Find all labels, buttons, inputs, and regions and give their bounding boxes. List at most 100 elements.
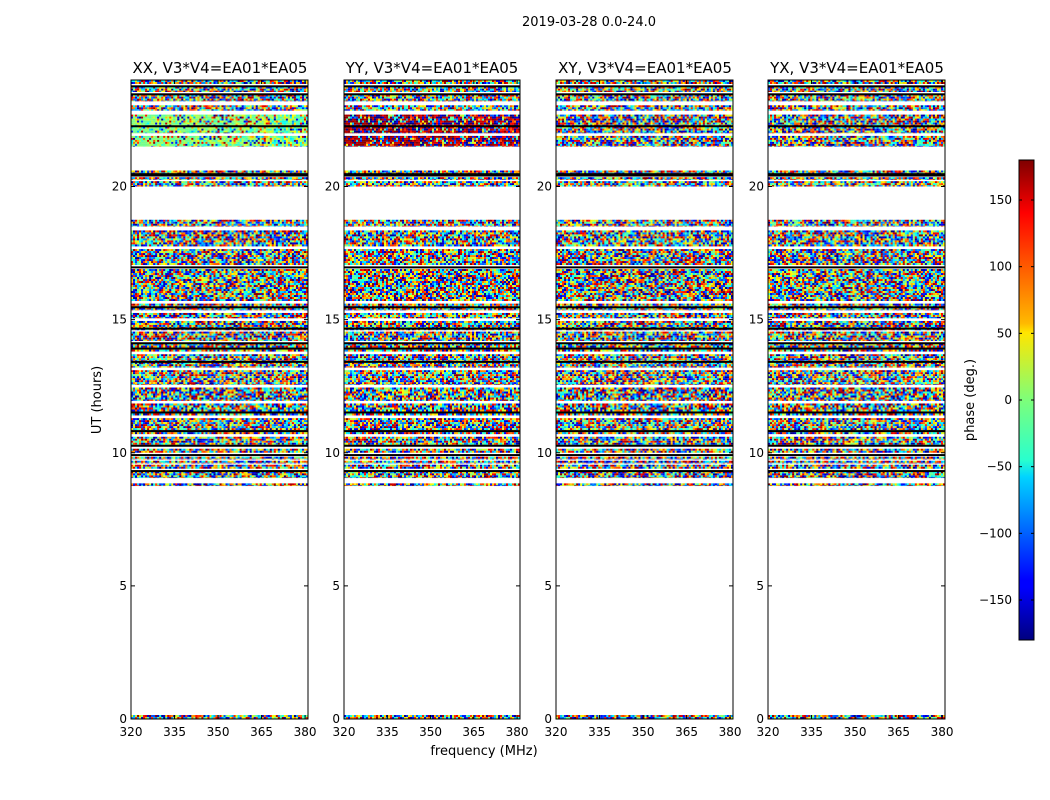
heatmap-cell — [232, 473, 234, 475]
heatmap-cell — [252, 473, 254, 475]
heatmap-cell — [175, 477, 177, 478]
heatmap-cell — [197, 467, 199, 469]
heatmap-cell — [173, 465, 175, 467]
heatmap-cell — [161, 715, 163, 717]
heatmap-cell — [304, 465, 306, 467]
heatmap-cell — [296, 473, 298, 475]
heatmap-cell — [209, 473, 211, 475]
heatmap-cell — [217, 483, 219, 485]
heatmap-cell — [296, 715, 298, 717]
heatmap-cell — [171, 477, 173, 478]
heatmap-cell — [244, 477, 246, 478]
heatmap-cell — [179, 473, 181, 475]
heatmap-cell — [183, 715, 185, 717]
heatmap-cell — [165, 485, 167, 486]
heatmap-cell — [135, 485, 137, 486]
heatmap-cell — [169, 465, 171, 467]
heatmap-cell — [272, 473, 274, 475]
heatmap-cell — [163, 465, 165, 467]
heatmap-cell — [292, 715, 294, 717]
heatmap-cell — [195, 477, 197, 478]
heatmap-cell — [213, 715, 215, 717]
heatmap-cell — [171, 485, 173, 486]
heatmap-cell — [181, 475, 183, 477]
heatmap-cell — [211, 715, 213, 717]
heatmap-cell — [266, 473, 268, 475]
heatmap-cell — [169, 485, 171, 486]
heatmap-cell — [143, 467, 145, 469]
heatmap-cell — [155, 485, 157, 486]
heatmap-cell — [260, 473, 262, 475]
heatmap-cell — [213, 473, 215, 475]
heatmap-cells — [131, 80, 308, 719]
heatmap-cell — [302, 485, 304, 486]
heatmap-cell — [296, 485, 298, 486]
heatmap-cell — [145, 475, 147, 477]
heatmap-cell — [165, 473, 167, 475]
heatmap-cell — [135, 477, 137, 478]
heatmap-cell — [268, 483, 270, 485]
heatmap-cell — [161, 473, 163, 475]
heatmap-cell — [135, 465, 137, 467]
heatmap-cell — [262, 485, 264, 486]
heatmap-cell — [238, 473, 240, 475]
heatmap-cell — [268, 473, 270, 475]
heatmap-cell — [137, 477, 139, 478]
heatmap-cell — [135, 483, 137, 485]
heatmap-cell — [250, 475, 252, 477]
heatmap-cell — [240, 465, 242, 467]
heatmap-cell — [195, 483, 197, 485]
heatmap-cell — [163, 477, 165, 478]
heatmap-cell — [211, 473, 213, 475]
heatmap-cell — [254, 477, 256, 478]
heatmap-cell — [183, 483, 185, 485]
heatmap-cell — [185, 473, 187, 475]
heatmap-cell — [236, 483, 238, 485]
heatmap-cell — [266, 465, 268, 467]
heatmap-cell — [242, 483, 244, 485]
heatmap-cell — [242, 467, 244, 469]
heatmap-cell — [266, 483, 268, 485]
heatmap-cell — [248, 483, 250, 485]
heatmap-cell — [183, 473, 185, 475]
heatmap-cell — [213, 477, 215, 478]
heatmap-cell — [278, 483, 280, 485]
heatmap-cell — [268, 475, 270, 477]
heatmap-cell — [234, 467, 236, 469]
heatmap-cell — [143, 483, 145, 485]
heatmap-cell — [242, 473, 244, 475]
heatmap-cell — [173, 475, 175, 477]
heatmap-cell — [280, 475, 282, 477]
heatmap-cell — [137, 465, 139, 467]
heatmap-cell — [224, 477, 226, 478]
heatmap-cell — [185, 467, 187, 469]
heatmap-cell — [296, 483, 298, 485]
heatmap-cell — [137, 715, 139, 717]
heatmap-cell — [256, 477, 258, 478]
heatmap-cell — [290, 477, 292, 478]
heatmap-cell — [280, 465, 282, 467]
heatmap-cell — [171, 467, 173, 469]
heatmap-cell — [224, 465, 226, 467]
heatmap-cell — [209, 465, 211, 467]
heatmap-cell — [228, 475, 230, 477]
heatmap-cell — [222, 477, 224, 478]
heatmap-cell — [145, 485, 147, 486]
heatmap-cell — [187, 473, 189, 475]
heatmap-cell — [135, 475, 137, 477]
heatmap-cell — [203, 485, 205, 486]
heatmap-cell — [137, 467, 139, 469]
heatmap-cell — [272, 715, 274, 717]
heatmap-cell — [274, 483, 276, 485]
heatmap-cell — [240, 715, 242, 717]
heatmap-cell — [246, 483, 248, 485]
heatmap-cell — [236, 475, 238, 477]
heatmap-cell — [135, 715, 137, 717]
heatmap-cell — [145, 715, 147, 717]
heatmap-cell — [139, 483, 141, 485]
heatmap-cell — [153, 465, 155, 467]
heatmap-cell — [274, 715, 276, 717]
heatmap-cell — [177, 483, 179, 485]
heatmap-cell — [244, 475, 246, 477]
heatmap-cell — [215, 483, 217, 485]
